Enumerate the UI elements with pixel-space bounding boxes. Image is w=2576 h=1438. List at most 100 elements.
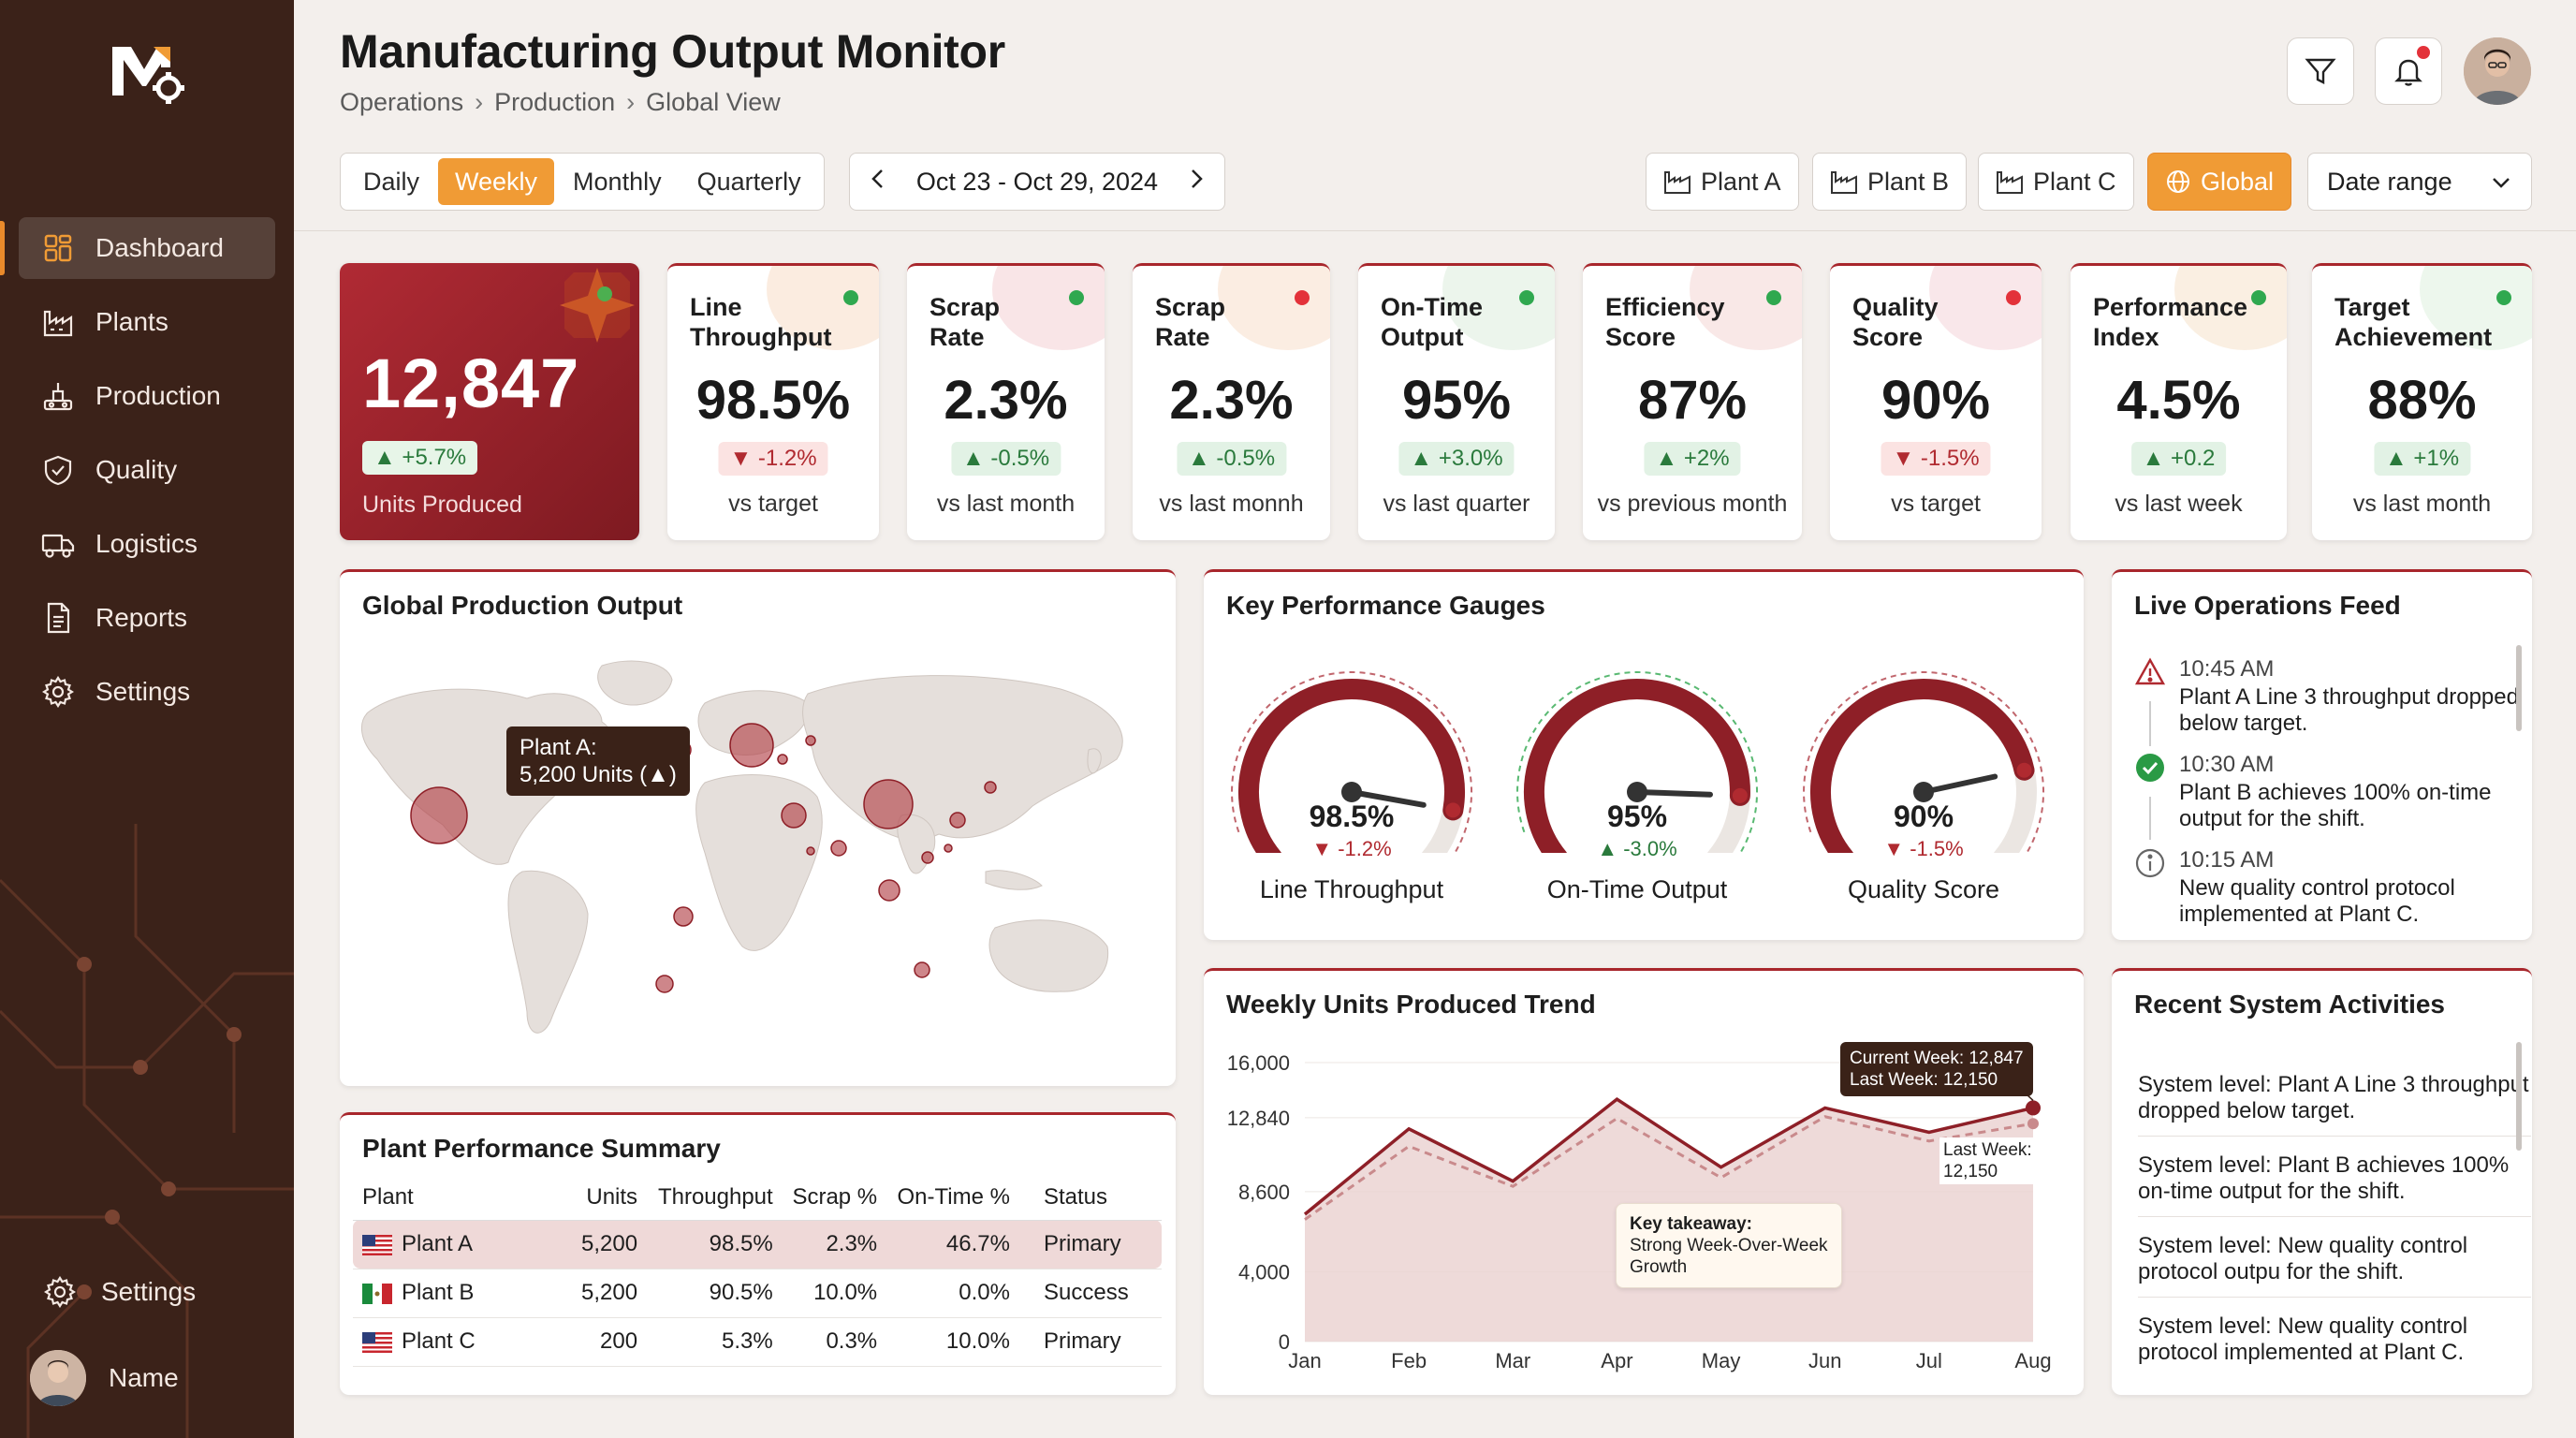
plant-performance-panel: Plant Performance Summary Plant Units Th… bbox=[340, 1112, 1176, 1395]
factory-icon bbox=[1831, 171, 1857, 194]
period-monthly[interactable]: Monthly bbox=[573, 167, 662, 196]
notification-badge bbox=[2417, 46, 2430, 59]
kpi-card[interactable]: Line Throughput 98.5% ▼ -1.2% vs target bbox=[667, 263, 879, 540]
sidebar-item-reports[interactable]: Reports bbox=[19, 587, 275, 649]
plant-c-button[interactable]: Plant C bbox=[1978, 153, 2134, 211]
units-produced-value: 12,847 bbox=[362, 345, 580, 422]
plant-bubble[interactable] bbox=[806, 846, 815, 856]
kpi-card[interactable]: Performance Index 4.5% ▲ +0.2 vs last wee… bbox=[2071, 263, 2287, 540]
plant-bubble[interactable] bbox=[914, 961, 930, 978]
user-avatar[interactable] bbox=[2464, 37, 2531, 105]
plant-c-label: Plant C bbox=[2033, 167, 2116, 196]
plant-a-label: Plant A bbox=[1701, 167, 1781, 196]
column-header[interactable]: On-Time % bbox=[886, 1175, 1019, 1221]
plant-bubble[interactable] bbox=[410, 786, 468, 844]
table-row[interactable]: Plant C 200 5.3% 0.3% 10.0% Primary bbox=[353, 1317, 1162, 1367]
decorative-blob bbox=[1929, 266, 2042, 350]
gauge[interactable]: 98.5% ▼ -1.2% Line Throughput bbox=[1211, 647, 1492, 928]
plant-bubble[interactable] bbox=[944, 844, 953, 853]
kpi-card[interactable]: Efficiency Score 87% ▲ +2% vs previous mo… bbox=[1583, 263, 1802, 540]
activity-item[interactable]: System level: Plant B achieves 100% on-t… bbox=[2138, 1152, 2531, 1217]
filter-icon bbox=[2305, 58, 2336, 84]
period-daily[interactable]: Daily bbox=[363, 167, 420, 196]
kpi-comparison: vs previous month bbox=[1597, 491, 1788, 517]
us-flag-icon bbox=[362, 1234, 392, 1255]
plant-b-button[interactable]: Plant B bbox=[1812, 153, 1968, 211]
breadcrumb-item[interactable]: Operations bbox=[340, 88, 464, 116]
plant-bubble[interactable] bbox=[878, 879, 900, 902]
sidebar-item-production[interactable]: Production bbox=[19, 365, 275, 427]
gauge[interactable]: 95% ▲ -3.0% On-Time Output bbox=[1497, 647, 1778, 928]
activity-item[interactable]: System level: New quality control protoc… bbox=[2138, 1313, 2468, 1365]
sidebar-item-settings[interactable]: Settings bbox=[19, 661, 275, 723]
map-tooltip: Plant A: 5,200 Units (▲) bbox=[506, 726, 690, 796]
sidebar-item-plants[interactable]: Plants bbox=[19, 291, 275, 353]
panel-title: Plant Performance Summary bbox=[362, 1134, 721, 1163]
last-week-label: Last Week: 12,150 bbox=[1939, 1137, 2036, 1184]
plant-bubble[interactable] bbox=[921, 851, 934, 864]
data-point-current bbox=[2026, 1100, 2041, 1116]
period-quarterly[interactable]: Quarterly bbox=[696, 167, 801, 196]
plant-bubble[interactable] bbox=[781, 802, 807, 829]
sidebar-bottom-settings-label: Settings bbox=[101, 1277, 197, 1306]
panel-title: Live Operations Feed bbox=[2134, 591, 2401, 620]
cell-scrap: 2.3% bbox=[782, 1220, 887, 1269]
global-production-map-panel: Global Production Output bbox=[340, 569, 1176, 1086]
plant-bubble[interactable] bbox=[777, 754, 788, 765]
global-button[interactable]: Global bbox=[2147, 153, 2292, 211]
plant-bubble[interactable] bbox=[949, 812, 966, 829]
us-flag-icon bbox=[362, 1331, 392, 1353]
feed-scrollbar[interactable] bbox=[2516, 645, 2522, 731]
column-header[interactable]: Status bbox=[1018, 1175, 1162, 1221]
table-row[interactable]: Plant B 5,200 90.5% 10.0% 0.0% Success bbox=[353, 1269, 1162, 1318]
table-row[interactable]: Plant A 5,200 98.5% 2.3% 46.7% Primary bbox=[353, 1220, 1162, 1269]
check-circle-icon bbox=[2136, 754, 2164, 782]
feed-text: New quality control protocol implemented… bbox=[2179, 875, 2455, 927]
kpi-card[interactable]: On-Time Output 95% ▲ +3.0% vs last quarte… bbox=[1358, 263, 1555, 540]
kpi-card[interactable]: Target Achievement 88% ▲ +1% vs last mont… bbox=[2312, 263, 2532, 540]
filter-button[interactable] bbox=[2287, 37, 2354, 105]
plant-bubble[interactable] bbox=[805, 735, 816, 746]
notifications-button[interactable] bbox=[2375, 37, 2442, 105]
kpi-label: On-Time Output bbox=[1381, 293, 1484, 351]
activity-item[interactable]: System level: Plant A Line 3 throughput … bbox=[2138, 1072, 2531, 1137]
kpi-label: Scrap Rate bbox=[1155, 293, 1226, 351]
units-produced-card[interactable]: 12,847 ▲ +5.7% Units Produced bbox=[340, 263, 639, 540]
user-profile[interactable]: Name bbox=[19, 1350, 275, 1406]
activity-item[interactable]: System level: New quality control protoc… bbox=[2138, 1233, 2531, 1298]
activities-scrollbar[interactable] bbox=[2516, 1042, 2522, 1151]
column-header[interactable]: Units bbox=[542, 1175, 648, 1221]
period-weekly[interactable]: Weekly bbox=[438, 158, 555, 205]
column-header[interactable]: Scrap % bbox=[782, 1175, 887, 1221]
cell-ontime: 10.0% bbox=[886, 1317, 1019, 1367]
column-header[interactable]: Throughput bbox=[647, 1175, 783, 1221]
plant-bubble[interactable] bbox=[673, 906, 694, 927]
x-tick-label: Feb bbox=[1391, 1349, 1427, 1372]
cell-throughput: 5.3% bbox=[647, 1317, 783, 1367]
world-map[interactable] bbox=[349, 647, 1166, 1078]
sidebar-bottom-settings[interactable]: Settings bbox=[19, 1271, 275, 1313]
chevron-left-icon[interactable] bbox=[869, 168, 887, 197]
kpi-card[interactable]: Scrap Rate 2.3% ▲ -0.5% vs last month bbox=[907, 263, 1105, 540]
shield-check-icon bbox=[41, 453, 75, 487]
period-segmented-control: Daily Weekly Monthly Quarterly bbox=[340, 153, 825, 211]
column-header[interactable]: Plant bbox=[353, 1175, 543, 1221]
plant-bubble[interactable] bbox=[984, 781, 997, 794]
chevron-right-icon[interactable] bbox=[1187, 168, 1206, 197]
sidebar-item-label: Logistics bbox=[95, 529, 198, 558]
warning-icon bbox=[2134, 657, 2166, 685]
breadcrumb-item[interactable]: Production bbox=[494, 88, 616, 116]
sidebar: Dashboard Plants Production Quality Logi… bbox=[0, 0, 294, 1438]
kpi-card[interactable]: Scrap Rate 2.3% ▲ -0.5% vs last monnh bbox=[1133, 263, 1330, 540]
kpi-card[interactable]: Quality Score 90% ▼ -1.5% vs target bbox=[1830, 263, 2042, 540]
sidebar-item-logistics[interactable]: Logistics bbox=[19, 513, 275, 575]
plant-bubble[interactable] bbox=[863, 779, 914, 829]
sidebar-item-dashboard[interactable]: Dashboard bbox=[0, 217, 275, 279]
gauge[interactable]: 90% ▼ -1.5% Quality Score bbox=[1783, 647, 2064, 928]
sidebar-item-quality[interactable]: Quality bbox=[19, 439, 275, 501]
plant-bubble[interactable] bbox=[830, 840, 847, 857]
plant-bubble[interactable] bbox=[655, 975, 674, 993]
plant-a-button[interactable]: Plant A bbox=[1646, 153, 1799, 211]
plant-bubble[interactable] bbox=[729, 723, 774, 768]
date-range-select[interactable]: Date range bbox=[2307, 153, 2532, 211]
